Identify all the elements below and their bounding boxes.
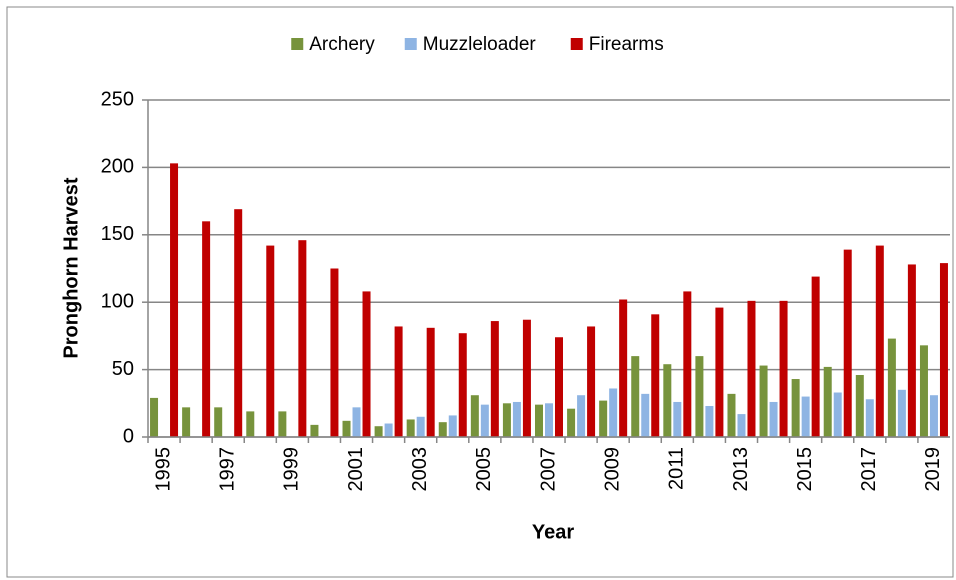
- bar: [619, 299, 628, 437]
- bar: [490, 321, 499, 437]
- bar: [330, 268, 339, 437]
- bar: [448, 415, 457, 437]
- bar: [705, 405, 714, 437]
- x-tick-label: 2001: [345, 447, 367, 492]
- bar: [202, 221, 211, 437]
- x-tick-label: 2007: [537, 447, 559, 492]
- y-tick-label: 100: [101, 290, 134, 312]
- bar: [278, 411, 287, 437]
- bar: [182, 407, 191, 437]
- legend-label: Muzzleloader: [423, 34, 537, 55]
- bar: [747, 300, 756, 437]
- x-tick-label: 2003: [409, 447, 431, 492]
- x-tick-label: 2013: [730, 447, 752, 492]
- bar: [246, 411, 255, 437]
- bar: [502, 403, 511, 437]
- legend: Archery Muzzleloader Firearms: [291, 34, 664, 55]
- bar: [298, 240, 307, 437]
- x-tick-label: 1997: [216, 447, 238, 492]
- y-tick-label: 250: [101, 88, 134, 110]
- x-tick-label: 1995: [152, 447, 174, 492]
- legend-swatch: [291, 38, 304, 50]
- x-axis-label: Year: [532, 521, 574, 543]
- bar: [897, 389, 906, 437]
- bar: [631, 356, 640, 437]
- x-tick-label: 2017: [858, 447, 880, 492]
- bar: [458, 333, 467, 437]
- bar: [587, 326, 596, 437]
- bar: [727, 393, 736, 437]
- chart-frame: [6, 6, 954, 578]
- bar: [769, 401, 778, 437]
- bar: [673, 401, 682, 437]
- bar: [438, 422, 447, 437]
- bar: [406, 419, 415, 437]
- bar: [683, 291, 692, 437]
- bar: [641, 393, 650, 437]
- bar: [855, 374, 864, 437]
- bar: [374, 426, 383, 437]
- x-tick-label: 2011: [666, 447, 688, 490]
- bar: [352, 407, 361, 437]
- x-tick-label: 2019: [922, 447, 944, 492]
- bar: [801, 396, 810, 437]
- bar: [919, 345, 928, 437]
- bar: [522, 319, 531, 437]
- bar: [234, 209, 243, 437]
- bar: [545, 403, 553, 437]
- bar: [214, 407, 223, 437]
- legend-label: Archery: [309, 34, 375, 55]
- bar: [779, 300, 788, 437]
- bar: [791, 379, 800, 437]
- x-tick-label: 2015: [794, 447, 816, 492]
- bar: [887, 338, 896, 437]
- bar: [907, 264, 916, 437]
- bar: [480, 404, 489, 437]
- bar: [555, 337, 563, 437]
- bar: [150, 397, 159, 437]
- bar: [362, 291, 371, 437]
- bar: [939, 263, 948, 437]
- bar: [342, 420, 351, 437]
- legend-swatch: [404, 38, 417, 50]
- y-axis-label: Pronghorn Harvest: [60, 177, 82, 358]
- bar: [651, 314, 660, 437]
- bar: [823, 366, 832, 437]
- bar: [394, 326, 403, 437]
- bar: [875, 245, 884, 437]
- y-tick-label: 0: [123, 425, 134, 447]
- bar: [470, 395, 479, 437]
- bar: [599, 400, 608, 437]
- bar: [266, 245, 275, 437]
- y-tick-label: 50: [112, 358, 134, 380]
- legend-swatch: [570, 38, 583, 50]
- bar: [512, 401, 521, 437]
- y-tick-label: 150: [101, 223, 134, 245]
- bar: [833, 392, 842, 437]
- bar: [695, 356, 704, 437]
- bar: [310, 424, 319, 437]
- bar: [929, 395, 938, 437]
- bar: [170, 163, 179, 437]
- legend-label: Firearms: [589, 34, 664, 55]
- bar: [663, 364, 672, 437]
- x-tick-label: 2005: [473, 447, 495, 492]
- bar: [811, 276, 820, 437]
- bar: [715, 307, 724, 437]
- bar: [426, 327, 435, 437]
- bar: [416, 416, 425, 437]
- bar: [384, 423, 393, 437]
- y-tick-label: 200: [101, 156, 134, 178]
- bar: [843, 249, 852, 437]
- bar: [577, 395, 586, 437]
- bar: [609, 388, 618, 437]
- x-tick-label: 1999: [281, 447, 303, 492]
- bar: [759, 365, 768, 437]
- bar: [567, 408, 576, 437]
- x-tick-label: 2009: [601, 447, 623, 492]
- bar: [865, 399, 874, 437]
- bar: [535, 404, 543, 437]
- bar: [737, 414, 746, 437]
